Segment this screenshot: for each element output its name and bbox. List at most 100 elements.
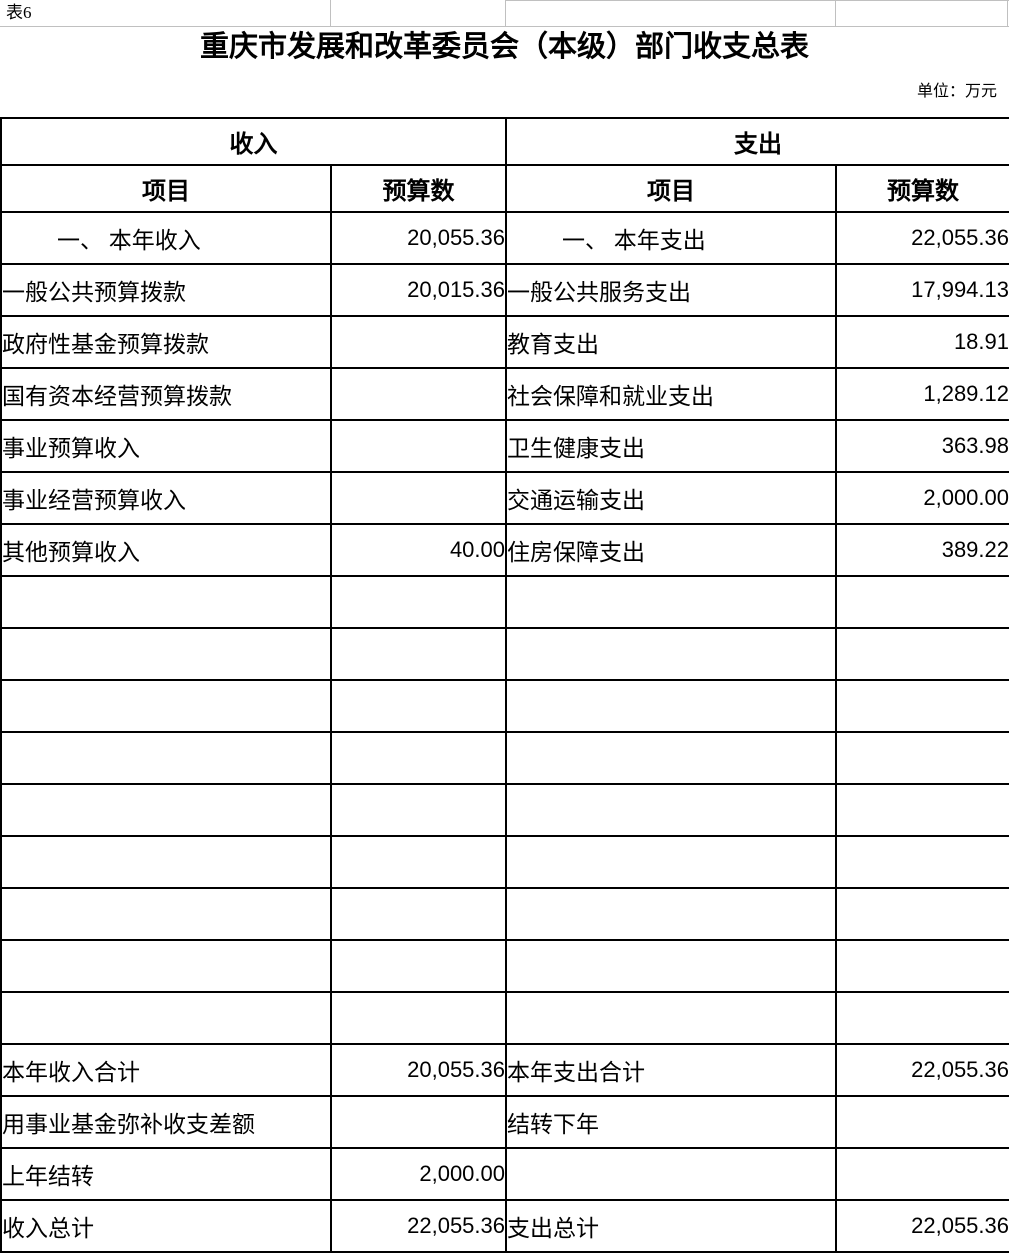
expenditure-value-cell: [835, 627, 1009, 681]
revenue-value-cell: [330, 679, 507, 733]
revenue-budget-column-header: 预算数: [330, 164, 507, 213]
revenue-value-cell: 20,015.36: [330, 263, 507, 317]
table-body: 一、 本年收入 20,055.36 一、 本年支出 22,055.36 一般公共预算拨款…: [0, 211, 1009, 1253]
expenditure-item-cell: 一般公共服务支出: [505, 263, 837, 317]
expenditure-value-cell: [835, 679, 1009, 733]
revenue-item-cell: [0, 731, 332, 785]
revenue-item-cell: 政府性基金预算拨款: [0, 315, 332, 369]
expenditure-value-cell: 1,289.12: [835, 367, 1009, 421]
expenditure-item-cell: [505, 575, 837, 629]
expenditure-value-cell: 22,055.36: [835, 1199, 1009, 1253]
revenue-value-cell: [330, 367, 507, 421]
top-gridline: [1007, 0, 1008, 26]
revenue-value-cell: [330, 575, 507, 629]
table-row: 用事业基金弥补收支差额 结转下年: [0, 1095, 1009, 1149]
table-row: [0, 627, 1009, 681]
top-gridline: [505, 0, 1009, 1]
revenue-item-cell: 事业预算收入: [0, 419, 332, 473]
revenue-value-cell: [330, 783, 507, 837]
revenue-value-cell: 2,000.00: [330, 1147, 507, 1201]
revenue-value-cell: 20,055.36: [330, 1043, 507, 1097]
revenue-item-cell: [0, 835, 332, 889]
expenditure-item-cell: 结转下年: [505, 1095, 837, 1149]
revenue-item-cell: [0, 679, 332, 733]
table-row: [0, 939, 1009, 993]
expenditure-value-cell: 2,000.00: [835, 471, 1009, 525]
top-gridline: [0, 26, 1009, 27]
expenditure-value-cell: 18.91: [835, 315, 1009, 369]
top-gridline: [835, 0, 836, 26]
expenditure-item-cell: [505, 939, 837, 993]
section-header-row: 收入 支出: [0, 117, 1009, 166]
revenue-value-cell: 20,055.36: [330, 211, 507, 265]
revenue-item-cell: 本年收入合计: [0, 1043, 332, 1097]
table-row: [0, 835, 1009, 889]
table-row: [0, 575, 1009, 629]
expenditure-value-cell: [835, 575, 1009, 629]
expenditure-value-cell: 363.98: [835, 419, 1009, 473]
expenditure-item-column-header: 项目: [505, 164, 837, 213]
revenue-value-cell: [330, 991, 507, 1045]
revenue-value-cell: [330, 1095, 507, 1149]
revenue-item-cell: 一般公共预算拨款: [0, 263, 332, 317]
top-gridline: [330, 0, 331, 26]
revenue-item-cell: [0, 627, 332, 681]
expenditure-item-cell: [505, 627, 837, 681]
table-row: [0, 887, 1009, 941]
revenue-value-cell: 22,055.36: [330, 1199, 507, 1253]
sheet-label: 表6: [6, 3, 32, 22]
revenue-item-cell: [0, 783, 332, 837]
table-row: 一般公共预算拨款 20,015.36 一般公共服务支出 17,994.13: [0, 263, 1009, 317]
table-row: [0, 679, 1009, 733]
column-header-row: 项目 预算数 项目 预算数: [0, 164, 1009, 213]
table-row: [0, 731, 1009, 785]
expenditure-value-cell: [835, 835, 1009, 889]
expenditure-item-cell: [505, 991, 837, 1045]
revenue-item-cell: [0, 991, 332, 1045]
expenditure-budget-column-header: 预算数: [835, 164, 1009, 213]
expenditure-value-cell: 22,055.36: [835, 211, 1009, 265]
expenditure-item-cell: 支出总计: [505, 1199, 837, 1253]
page-title: 重庆市发展和改革委员会（本级）部门收支总表: [199, 31, 809, 63]
revenue-value-cell: [330, 887, 507, 941]
expenditure-value-cell: [835, 939, 1009, 993]
revenue-item-cell: 一、 本年收入: [0, 211, 332, 265]
revenue-item-cell: 其他预算收入: [0, 523, 332, 577]
expenditure-item-cell: [505, 887, 837, 941]
expenditure-item-cell: [505, 731, 837, 785]
revenue-item-cell: [0, 887, 332, 941]
expenditure-value-cell: 22,055.36: [835, 1043, 1009, 1097]
expenditure-item-cell: 卫生健康支出: [505, 419, 837, 473]
revenue-item-cell: 国有资本经营预算拨款: [0, 367, 332, 421]
expenditure-value-cell: [835, 887, 1009, 941]
revenue-value-cell: [330, 471, 507, 525]
table-row: [0, 783, 1009, 837]
revenue-item-column-header: 项目: [0, 164, 332, 213]
revenue-value-cell: [330, 835, 507, 889]
expenditure-value-cell: [835, 991, 1009, 1045]
revenue-value-cell: [330, 315, 507, 369]
revenue-value-cell: 40.00: [330, 523, 507, 577]
table-row: 一、 本年收入 20,055.36 一、 本年支出 22,055.36: [0, 211, 1009, 265]
table-row: 本年收入合计 20,055.36 本年支出合计 22,055.36: [0, 1043, 1009, 1097]
table-row: 国有资本经营预算拨款 社会保障和就业支出 1,289.12: [0, 367, 1009, 421]
revenue-item-cell: 上年结转: [0, 1147, 332, 1201]
expenditure-item-cell: 住房保障支出: [505, 523, 837, 577]
expenditure-value-cell: [835, 1147, 1009, 1201]
expenditure-value-cell: [835, 731, 1009, 785]
table-header: 收入 支出 项目 预算数 项目 预算数: [0, 117, 1009, 213]
expenditure-item-cell: 社会保障和就业支出: [505, 367, 837, 421]
table-row: 事业经营预算收入 交通运输支出 2,000.00: [0, 471, 1009, 525]
revenue-value-cell: [330, 627, 507, 681]
table-row: 上年结转 2,000.00: [0, 1147, 1009, 1201]
revenue-value-cell: [330, 731, 507, 785]
table-row: [0, 991, 1009, 1045]
revenue-item-cell: [0, 575, 332, 629]
expenditure-item-cell: [505, 679, 837, 733]
revenue-value-cell: [330, 419, 507, 473]
expenditure-value-cell: [835, 1095, 1009, 1149]
top-gridline: [505, 0, 506, 26]
expenditure-item-cell: 交通运输支出: [505, 471, 837, 525]
expenditure-item-cell: 教育支出: [505, 315, 837, 369]
expenditure-item-cell: [505, 835, 837, 889]
